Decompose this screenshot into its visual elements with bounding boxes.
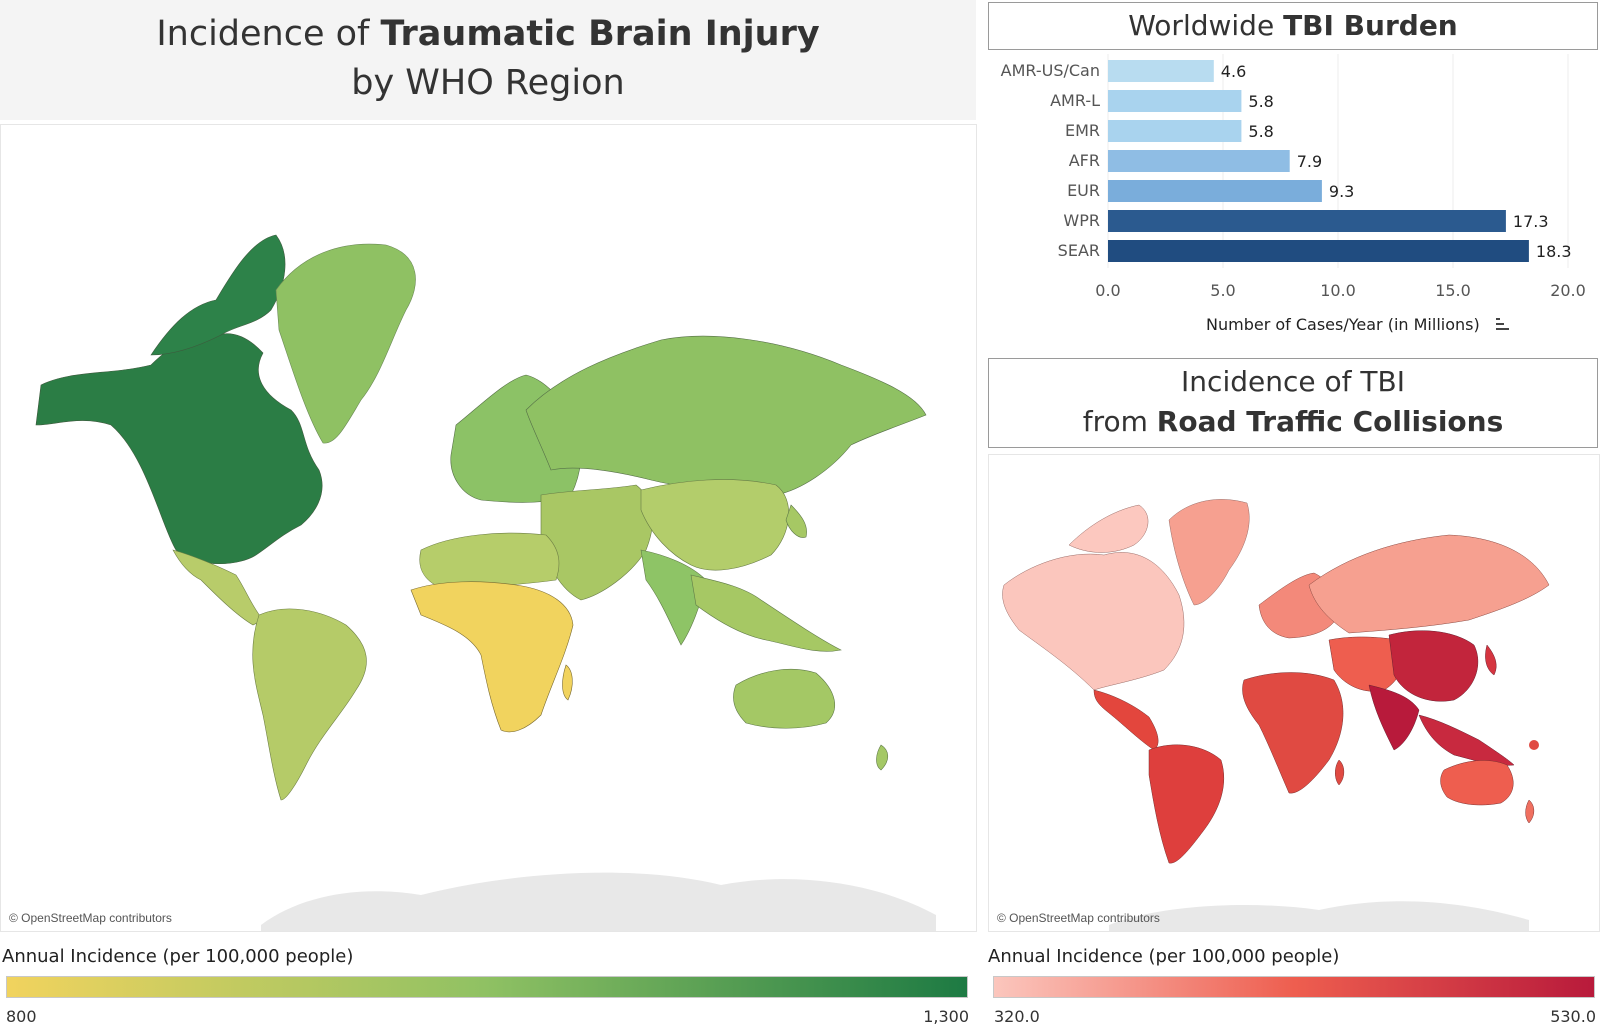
- bar-sear[interactable]: [1108, 240, 1529, 262]
- south-america-shape: [1148, 744, 1225, 864]
- x-tick-label: 15.0: [1435, 281, 1471, 300]
- bar-afr[interactable]: [1108, 150, 1290, 172]
- main-title: Incidence of Traumatic Brain Injury: [0, 14, 976, 54]
- category-label: AMR-L: [1050, 91, 1100, 110]
- left-legend-max: 1,300: [923, 1007, 969, 1026]
- map-attribution-right[interactable]: © OpenStreetMap contributors: [997, 911, 1160, 925]
- africa-shape: [410, 581, 574, 733]
- bar-x-axis-label: Number of Cases/Year (in Millions): [1206, 315, 1480, 334]
- world-map-red: [1002, 499, 1550, 931]
- antarctica-shape: [1109, 901, 1529, 931]
- bar-amr-us-can[interactable]: [1108, 60, 1214, 82]
- bar-chart-title-box: Worldwide TBI Burden: [988, 2, 1598, 50]
- bar-value-label: 5.8: [1248, 122, 1273, 141]
- greenland-shape: [1168, 499, 1250, 606]
- bar-title-prefix: Worldwide: [1128, 9, 1284, 42]
- china-shape: [1388, 630, 1479, 702]
- australia-shape: [733, 668, 835, 729]
- south-america-shape: [252, 608, 367, 801]
- china-shape: [640, 479, 789, 571]
- map-attribution[interactable]: © OpenStreetMap contributors: [9, 911, 172, 925]
- tbi-incidence-map[interactable]: © OpenStreetMap contributors: [0, 124, 977, 932]
- north-america-shape: [35, 333, 323, 565]
- bar-value-label: 7.9: [1297, 152, 1322, 171]
- main-title-panel: Incidence of Traumatic Brain Injury by W…: [0, 0, 976, 120]
- x-tick-label: 10.0: [1320, 281, 1356, 300]
- southeast-asia-shape: [1418, 714, 1515, 766]
- right-map-title-box: Incidence of TBI from Road Traffic Colli…: [988, 358, 1598, 448]
- bar-eur[interactable]: [1108, 180, 1322, 202]
- category-label: AMR-US/Can: [1001, 61, 1100, 80]
- category-label: AFR: [1069, 151, 1100, 170]
- new-zealand-shape: [876, 744, 889, 771]
- pacific-island-dot: [1529, 740, 1539, 750]
- middle-east-shape: [540, 484, 653, 601]
- right-map-title-line2: from Road Traffic Collisions: [989, 405, 1597, 438]
- main-title-prefix: Incidence of: [156, 14, 381, 54]
- south-asia-shape: [640, 549, 707, 646]
- bar-chart-title: Worldwide TBI Burden: [989, 9, 1597, 42]
- madagascar-shape: [1335, 759, 1345, 786]
- bar-emr[interactable]: [1108, 120, 1242, 142]
- russia-shape: [1308, 534, 1550, 634]
- x-tick-label: 20.0: [1550, 281, 1586, 300]
- russia-shape: [525, 335, 927, 496]
- antarctica-shape: [261, 872, 936, 931]
- main-title-line2: by WHO Region: [351, 63, 625, 103]
- bar-value-label: 17.3: [1513, 212, 1549, 231]
- southeast-asia-shape: [690, 574, 842, 652]
- left-legend-colorbar: [6, 976, 968, 998]
- madagascar-shape: [562, 664, 573, 701]
- sort-icon[interactable]: [1495, 316, 1511, 335]
- left-legend-min: 800: [6, 1007, 37, 1026]
- x-tick-label: 5.0: [1210, 281, 1235, 300]
- right-legend-colorbar: [993, 976, 1595, 998]
- bar-value-label: 18.3: [1536, 242, 1572, 261]
- arctic-archipelago-shape: [150, 234, 286, 356]
- right-legend-title: Annual Incidence (per 100,000 people): [988, 946, 1340, 967]
- right-map-title-line1: Incidence of TBI: [1181, 365, 1405, 398]
- x-tick-label: 0.0: [1095, 281, 1120, 300]
- bar-x-axis-title: Number of Cases/Year (in Millions): [1206, 315, 1511, 335]
- bar-amr-l[interactable]: [1108, 90, 1242, 112]
- right-map-title-bold: Road Traffic Collisions: [1156, 405, 1504, 438]
- category-label: SEAR: [1058, 241, 1100, 260]
- right-map-title-prefix: from: [1082, 405, 1157, 438]
- bar-value-label: 5.8: [1248, 92, 1273, 111]
- bar-value-label: 9.3: [1329, 182, 1354, 201]
- category-label: WPR: [1063, 211, 1100, 230]
- bar-value-label: 4.6: [1221, 62, 1246, 81]
- category-label: EMR: [1065, 121, 1100, 140]
- japan-shape: [785, 504, 807, 538]
- right-legend-max: 530.0: [1550, 1007, 1596, 1026]
- australia-shape: [1440, 760, 1514, 806]
- new-zealand-shape: [1525, 799, 1535, 824]
- bar-wpr[interactable]: [1108, 210, 1506, 232]
- world-map-green: [35, 234, 936, 931]
- africa-shape: [1242, 672, 1344, 794]
- greenland-shape: [275, 243, 416, 444]
- tbi-burden-bar-chart[interactable]: 0.0 5.0 10.0 15.0 20.0 AMR-US/Can 4.6 AMR-L 5.8 E…: [978, 52, 1598, 352]
- main-title-bold: Traumatic Brain Injury: [380, 14, 820, 54]
- north-africa-shape: [419, 532, 560, 591]
- mexico-shape: [1093, 689, 1159, 751]
- north-america-shape: [1002, 552, 1185, 691]
- road-traffic-tbi-map[interactable]: © OpenStreetMap contributors: [988, 454, 1600, 932]
- south-asia-shape: [1368, 684, 1420, 751]
- right-legend-min: 320.0: [994, 1007, 1040, 1026]
- japan-shape: [1485, 644, 1497, 676]
- left-legend-title: Annual Incidence (per 100,000 people): [2, 946, 354, 967]
- bar-title-bold: TBI Burden: [1283, 9, 1458, 42]
- arctic-archipelago-shape: [1068, 504, 1149, 553]
- category-label: EUR: [1067, 181, 1100, 200]
